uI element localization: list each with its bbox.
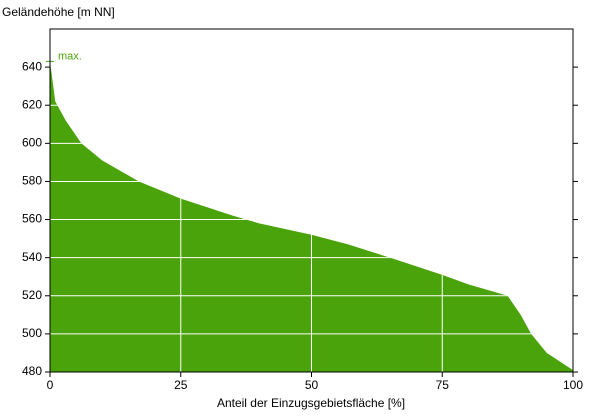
- y-tick-label: 640: [22, 59, 42, 73]
- x-tick-label: 0: [47, 378, 54, 392]
- y-tick-label: 600: [22, 136, 42, 150]
- y-tick-label: 480: [22, 364, 42, 378]
- y-tick-label: 580: [22, 174, 42, 188]
- y-tick-label: 500: [22, 326, 42, 340]
- annotation: max.: [58, 50, 82, 62]
- y-tick-label: 520: [22, 288, 42, 302]
- y-tick-label: 560: [22, 212, 42, 226]
- y-tick-label: 540: [22, 250, 42, 264]
- x-tick-label: 75: [436, 378, 450, 392]
- x-tick-label: 50: [305, 378, 319, 392]
- x-tick-label: 25: [174, 378, 188, 392]
- plot-frame: [49, 28, 574, 373]
- y-axis-label: Geländehöhe [m NN]: [2, 5, 115, 19]
- x-tick-label: 100: [563, 378, 583, 392]
- x-axis-label: Anteil der Einzugsgebietsfläche [%]: [217, 396, 405, 410]
- y-tick-label: 620: [22, 97, 42, 111]
